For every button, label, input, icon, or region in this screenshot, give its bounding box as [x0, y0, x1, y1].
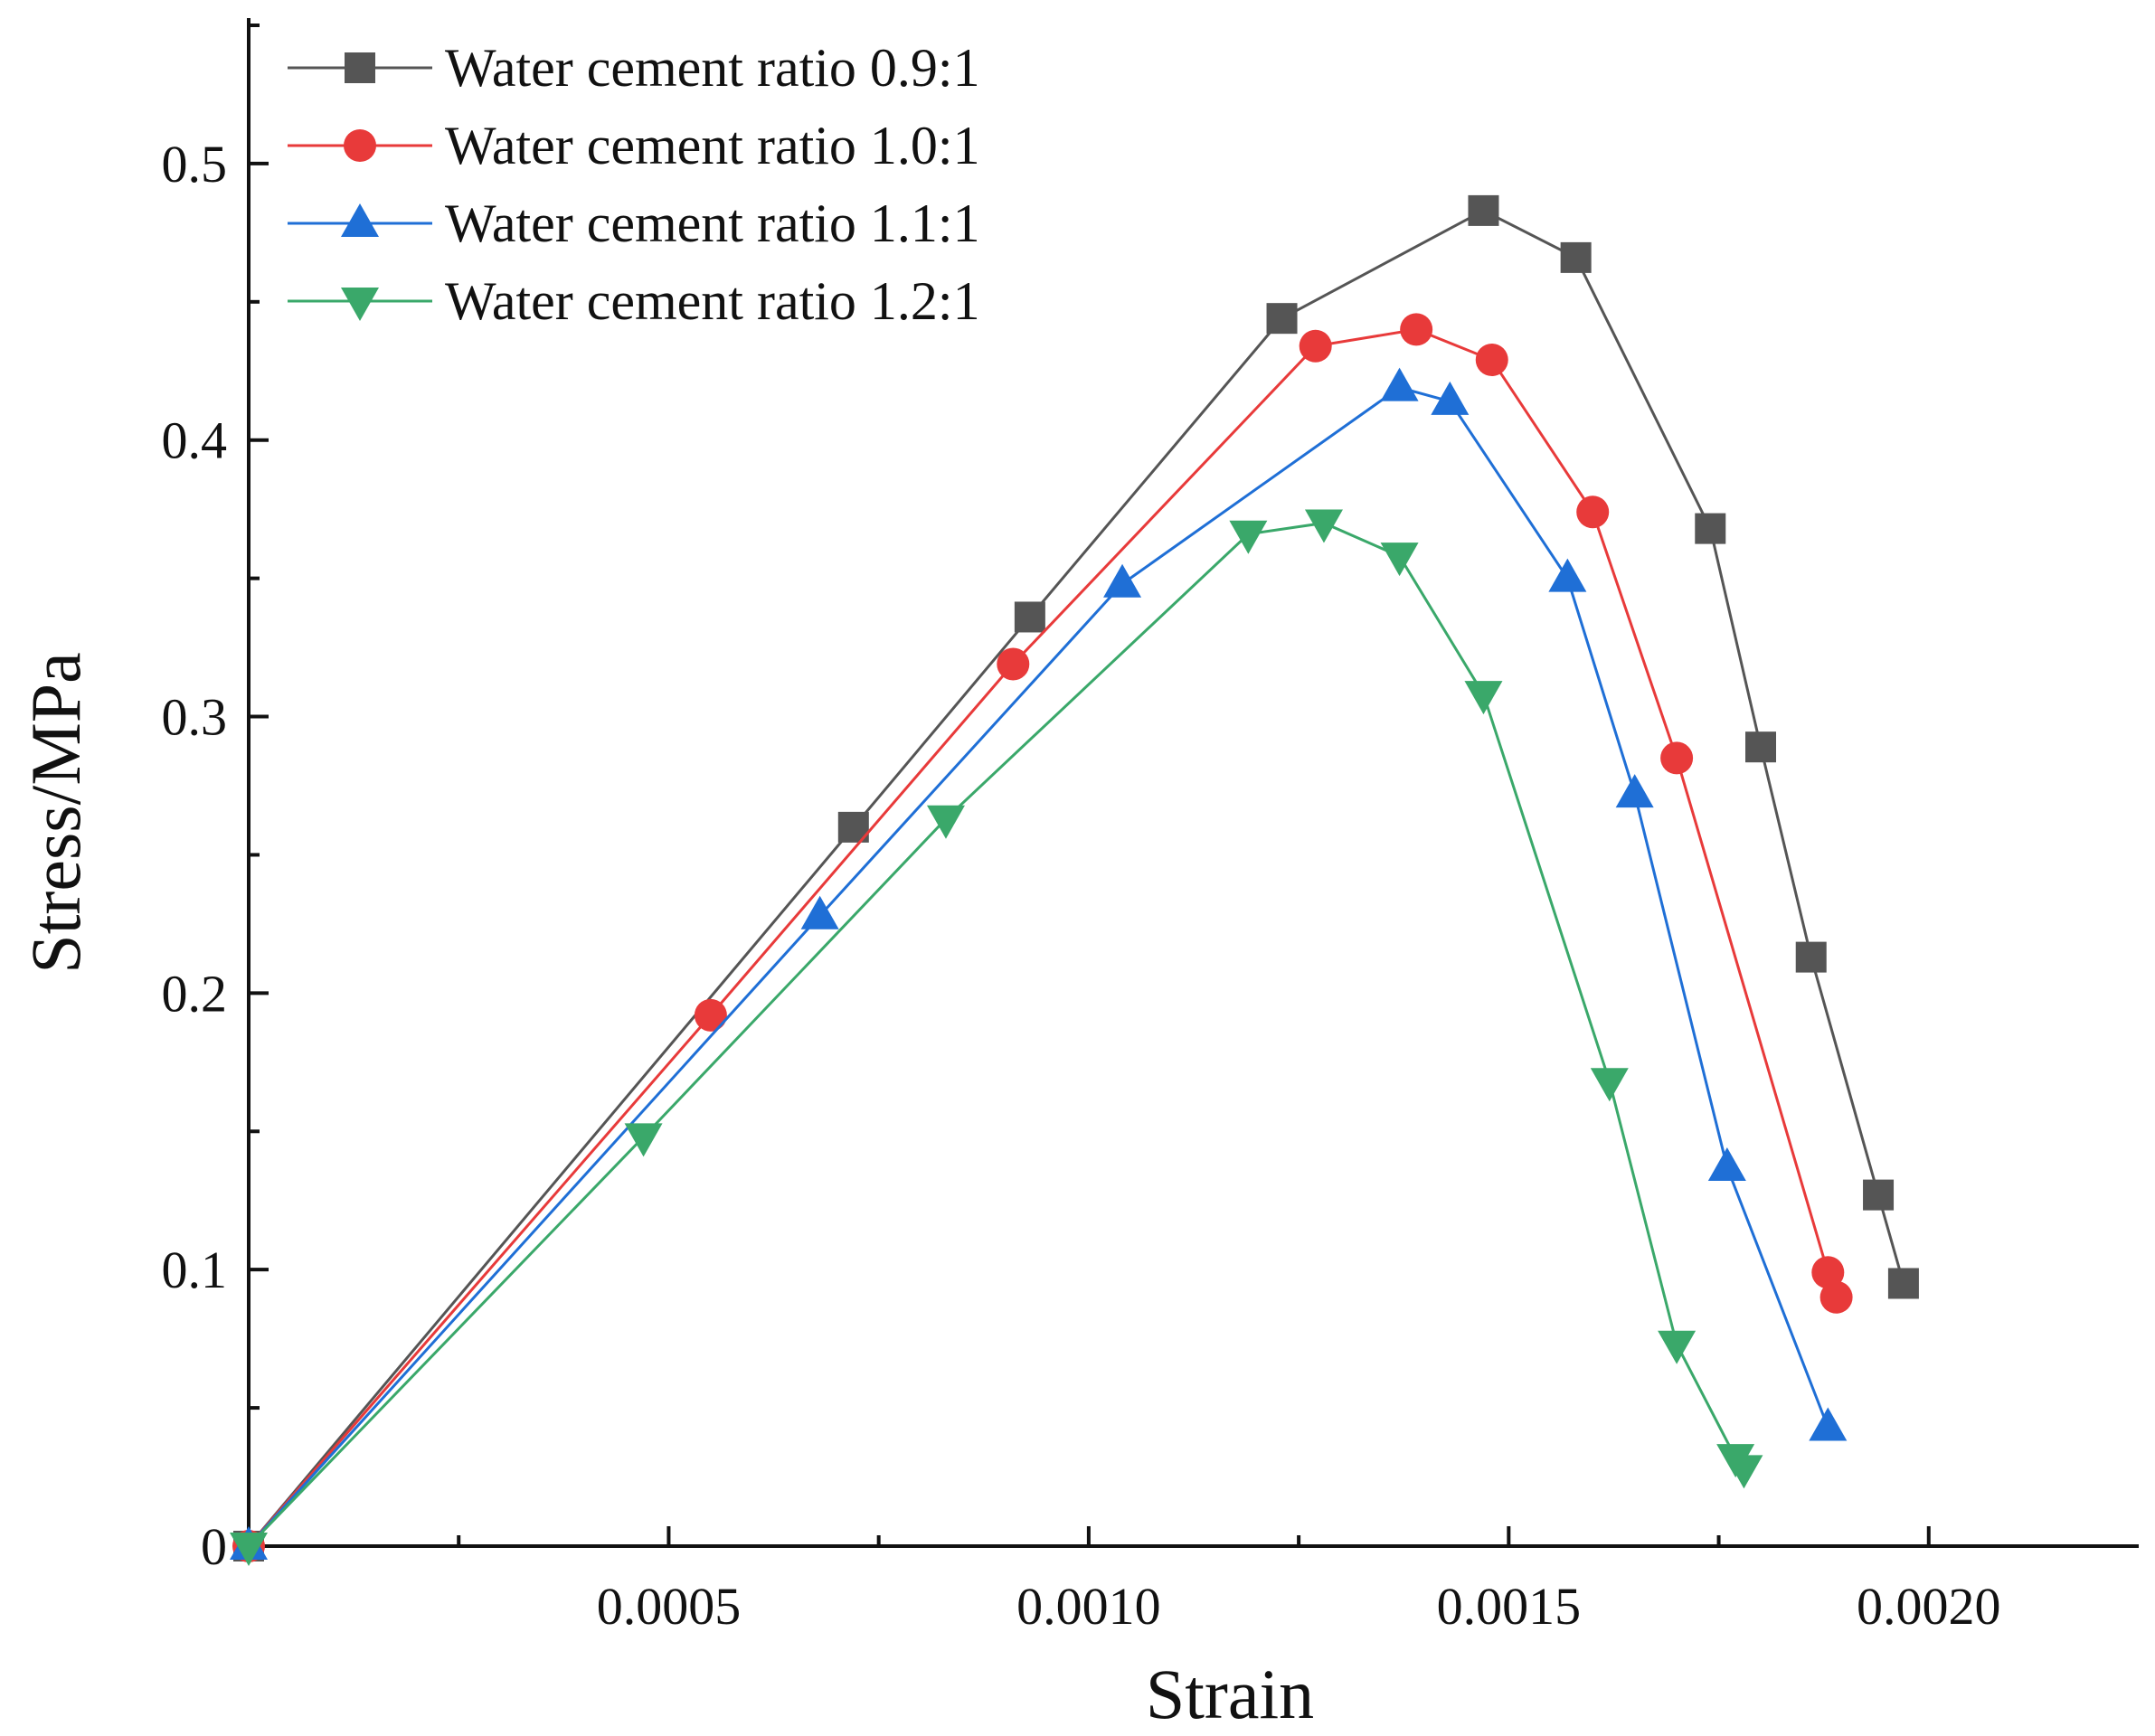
data-point [1615, 774, 1654, 808]
data-point [1887, 1268, 1919, 1299]
legend: Water cement ratio 0.9:1 Water cement rat… [288, 38, 980, 331]
series-4 [230, 509, 1763, 1566]
x-tick-label: 0.0010 [1016, 1577, 1161, 1636]
legend-marker [344, 129, 376, 162]
data-point [1725, 1455, 1763, 1489]
legend-marker [341, 288, 379, 321]
y-tick-label: 0.5 [162, 135, 228, 193]
data-point [1695, 513, 1726, 544]
data-point [1475, 344, 1508, 377]
data-point [1658, 1330, 1697, 1364]
data-point [1590, 1068, 1629, 1102]
series-2 [232, 313, 1853, 1562]
data-point [1745, 731, 1776, 763]
legend-label: Water cement ratio 1.1:1 [445, 193, 980, 253]
legend-marker [345, 52, 375, 83]
legend-marker [341, 203, 379, 237]
y-tick-label: 0.4 [162, 411, 228, 470]
data-point [1468, 194, 1499, 226]
y-tick-label: 0.3 [162, 688, 228, 747]
series-line [247, 385, 1829, 1548]
legend-label: Water cement ratio 0.9:1 [445, 38, 980, 98]
data-point [1707, 1147, 1746, 1182]
data-point [1819, 1280, 1853, 1314]
series-1 [233, 194, 1919, 1561]
data-point [1431, 381, 1470, 415]
legend-label: Water cement ratio 1.0:1 [445, 116, 980, 175]
data-point [624, 1123, 663, 1157]
x-axis-title: Strain [1146, 1655, 1314, 1733]
data-point [1380, 367, 1419, 401]
axes [247, 18, 2139, 1548]
legend-item-3: Water cement ratio 1.1:1 [288, 193, 980, 253]
y-axis-title: Stress/MPa [16, 652, 95, 973]
series-layer [230, 194, 1919, 1566]
data-point [1560, 241, 1592, 273]
y-axis-ticks: 0 0.1 0.2 0.3 0.4 0.5 [162, 24, 269, 1576]
data-point [926, 805, 965, 839]
data-point [800, 895, 839, 929]
x-axis-ticks: 0.0005 0.0010 0.0015 0.0020 [457, 1526, 2001, 1636]
y-tick-label: 0.1 [162, 1241, 228, 1299]
data-point [1304, 509, 1343, 543]
data-point [1863, 1179, 1895, 1211]
data-point [230, 1533, 268, 1566]
x-tick-label: 0.0020 [1857, 1577, 2001, 1636]
data-point [1576, 495, 1610, 529]
series-line [247, 521, 1745, 1548]
series-3 [230, 367, 1848, 1560]
data-point [1299, 329, 1332, 363]
data-point [1809, 1407, 1848, 1441]
y-tick-label: 0.2 [162, 964, 228, 1023]
data-point [1266, 303, 1298, 335]
legend-item-4: Water cement ratio 1.2:1 [288, 271, 980, 331]
data-point [1229, 520, 1268, 554]
data-point [1014, 601, 1045, 633]
data-point [1380, 542, 1419, 577]
legend-item-2: Water cement ratio 1.0:1 [288, 116, 980, 175]
data-point [1811, 1256, 1845, 1289]
data-point [997, 647, 1030, 681]
data-point [1464, 681, 1503, 715]
data-point [1400, 313, 1433, 346]
data-point [1548, 558, 1587, 592]
data-point [1103, 563, 1142, 598]
legend-item-1: Water cement ratio 0.9:1 [288, 38, 980, 98]
legend-label: Water cement ratio 1.2:1 [445, 271, 980, 331]
y-tick-label: 0 [201, 1517, 227, 1576]
series-line [247, 327, 1838, 1547]
x-tick-label: 0.0015 [1437, 1577, 1582, 1636]
data-point [1660, 741, 1694, 775]
data-point [694, 998, 727, 1032]
x-tick-label: 0.0005 [597, 1577, 742, 1636]
data-point [1795, 941, 1827, 973]
